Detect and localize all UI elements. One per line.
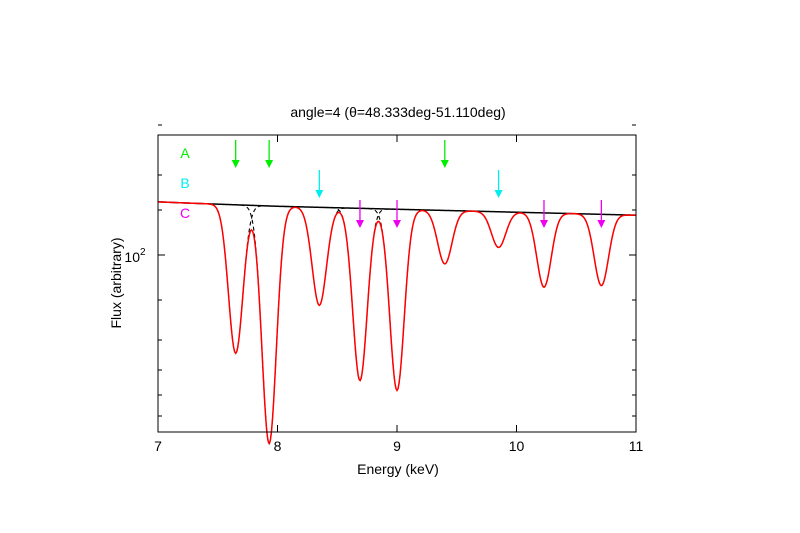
total-model-line — [157, 201, 637, 445]
marker-arrow-head — [440, 160, 449, 168]
chart-title: angle=4 (θ=48.333deg-51.110deg) — [290, 104, 505, 120]
x-tick-label: 8 — [274, 438, 282, 454]
plot-area — [157, 201, 637, 445]
marker-arrow-head — [494, 190, 503, 198]
marker-arrow-head — [355, 220, 364, 228]
x-tick-label: 11 — [629, 438, 644, 454]
line-profile-9 — [361, 207, 433, 392]
line-profile-8-69 — [324, 206, 396, 382]
marker-arrow-head — [315, 190, 324, 198]
line-profile-8-35 — [283, 205, 356, 307]
marker-arrow-head — [393, 220, 401, 228]
marker-arrow-head — [231, 160, 240, 168]
x-tick-label: 7 — [154, 438, 162, 454]
y-axis: 102 — [124, 124, 636, 417]
marker-label-c: C — [180, 205, 190, 221]
line-markers: ABC — [180, 140, 606, 228]
y-axis-label: Flux (arbitrary) — [108, 237, 124, 328]
line-profile-7-65 — [199, 202, 272, 355]
marker-arrow-head — [265, 160, 274, 168]
x-tick-label: 9 — [393, 438, 401, 454]
line-profile-9-4 — [408, 209, 481, 265]
x-tick-label: 10 — [509, 438, 525, 454]
x-axis: 7 8 9 10 11 — [154, 135, 643, 454]
x-axis-label: Energy (keV) — [357, 461, 439, 477]
marker-label-b: B — [180, 175, 189, 191]
line-profile-7-93 — [233, 204, 306, 445]
marker-arrow-head — [597, 220, 606, 228]
marker-label-a: A — [180, 145, 190, 161]
y-tick-label: 102 — [124, 247, 146, 265]
plot-frame — [157, 134, 637, 433]
marker-arrow-head — [539, 220, 548, 228]
line-profile-9-85 — [462, 210, 535, 248]
